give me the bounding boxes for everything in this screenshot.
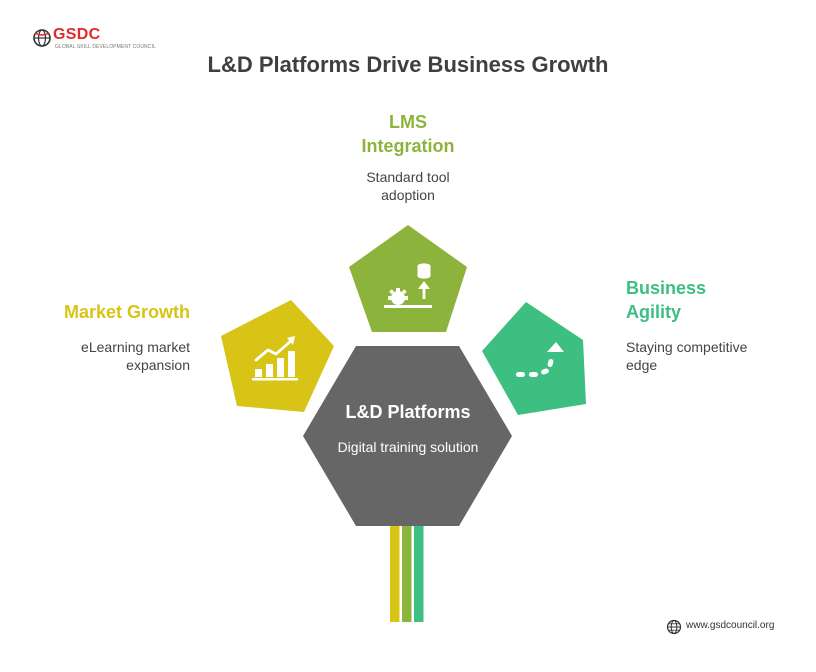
logo-text: GSDC (53, 26, 101, 43)
market-growth-pentagon (221, 300, 334, 412)
gear-database-icon (384, 263, 432, 308)
stem-bar-teal (414, 526, 424, 622)
diagram-title: L&D Platforms Drive Business Growth (207, 52, 609, 77)
market-growth-desc-line-2: expansion (126, 357, 190, 373)
lms-integration-desc-line-2: adoption (381, 187, 435, 203)
stem-bar-green (402, 526, 412, 622)
growth-chart-icon (252, 336, 298, 381)
business-agility-title: Business Agility (626, 276, 786, 324)
lms-integration-title: LMS Integration (330, 110, 486, 158)
ld-platforms-description: Digital training solution (337, 439, 479, 455)
globe-icon (666, 619, 682, 635)
market-growth-title-line-1: Market Growth (63, 302, 190, 322)
lms-integration-description: Standard tool adoption (330, 168, 486, 204)
market-growth-description: eLearning market expansion (30, 338, 190, 374)
footer-url: www.gsdcouncil.org (686, 620, 775, 631)
ld-platforms-title: L&D Platforms (345, 402, 471, 422)
market-growth-title: Market Growth (30, 300, 190, 324)
business-agility-desc-line-1: Staying competitive (626, 339, 748, 355)
business-agility-pentagon (482, 302, 586, 415)
business-agility-desc-line-2: edge (626, 357, 658, 373)
business-agility-title-line-1: Business (626, 278, 707, 298)
logo-subtext: GLOBAL SKILL DEVELOPMENT COUNCIL (55, 44, 156, 50)
business-agility-description: Staying competitive edge (626, 338, 796, 374)
globe-logo-icon (33, 29, 51, 47)
lms-integration-pentagon (349, 225, 467, 332)
business-agility-title-line-2: Agility (626, 302, 682, 322)
stem-bar-yellow (390, 526, 400, 622)
gsdc-logo: GSDC GLOBAL SKILL DEVELOPMENT COUNCIL (32, 26, 156, 50)
ld-platforms-hexagon (303, 346, 512, 526)
lms-integration-title-line-1: LMS (389, 112, 427, 132)
market-growth-desc-line-1: eLearning market (81, 339, 190, 355)
lms-integration-title-line-2: Integration (361, 136, 455, 156)
lms-integration-desc-line-1: Standard tool (366, 169, 450, 185)
dotted-path-arrow-icon (516, 342, 564, 377)
